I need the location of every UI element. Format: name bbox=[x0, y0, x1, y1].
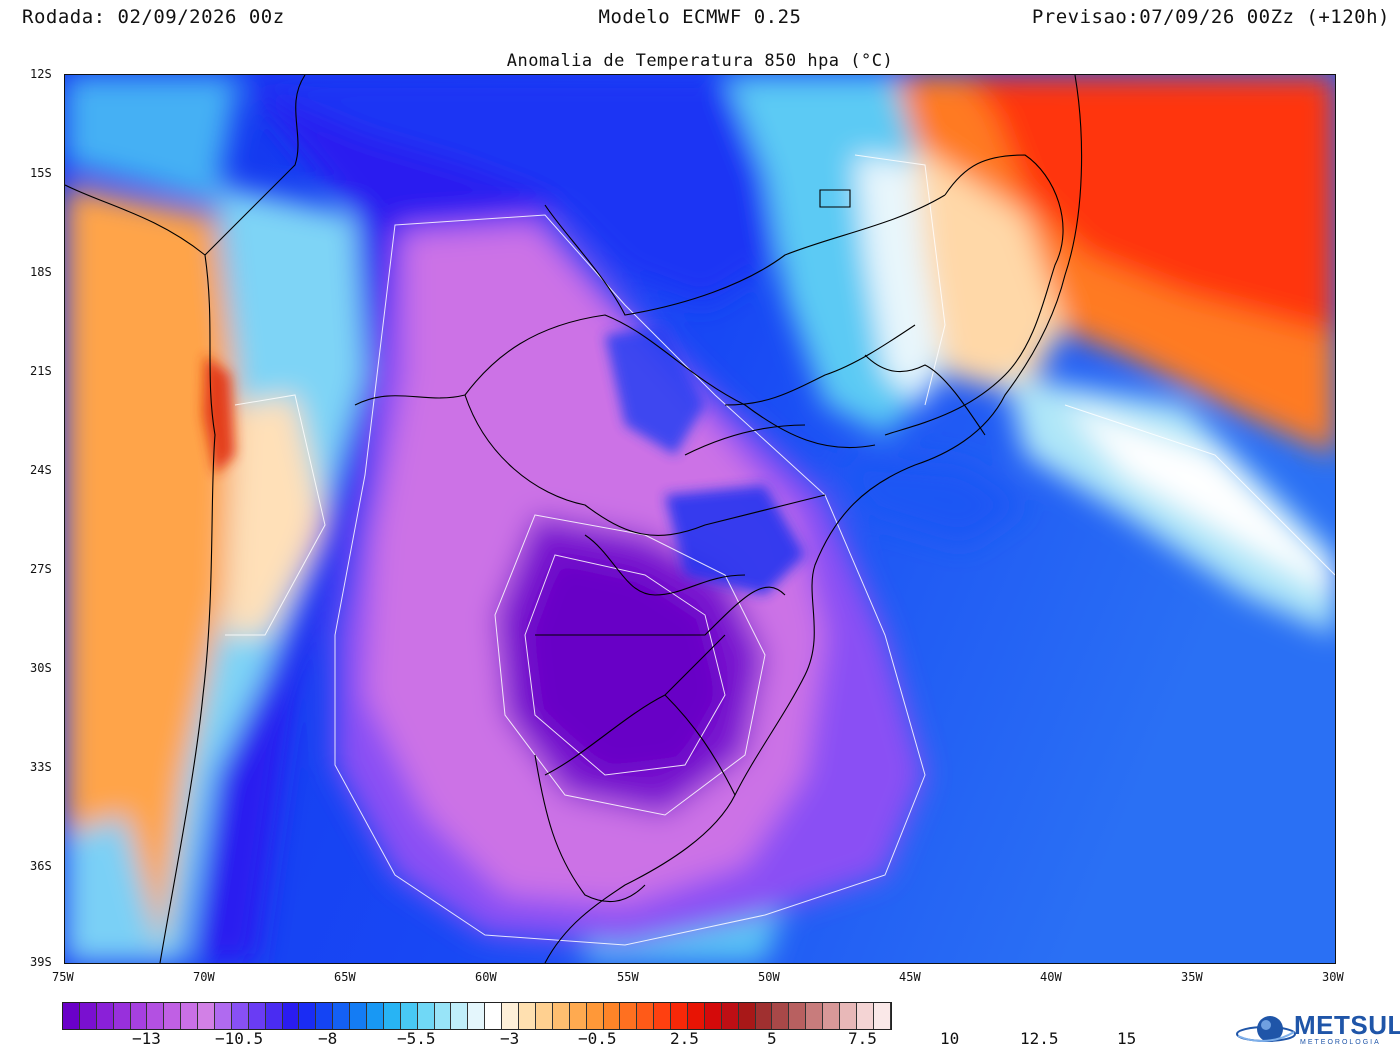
lat-label: 24S bbox=[30, 463, 52, 477]
lat-label: 18S bbox=[30, 265, 52, 279]
lon-label: 45W bbox=[899, 970, 921, 984]
lat-label: 39S bbox=[30, 955, 52, 969]
lat-label: 27S bbox=[30, 562, 52, 576]
colorbar-label: −8 bbox=[318, 1029, 338, 1048]
colorbar-segment bbox=[96, 1003, 114, 1029]
colorbar-label: −3 bbox=[500, 1029, 520, 1048]
colorbar-segment bbox=[215, 1003, 232, 1029]
colorbar-label: −10.5 bbox=[215, 1029, 264, 1048]
colorbar-segment bbox=[687, 1003, 705, 1029]
chart-title: Anomalia de Temperatura 850 hpa (°C) bbox=[506, 51, 894, 71]
colorbar-segment bbox=[417, 1003, 435, 1029]
colorbar-segment bbox=[333, 1003, 351, 1029]
colorbar-segment bbox=[164, 1003, 182, 1029]
contour-lines bbox=[225, 154, 1335, 946]
colorbar-segment bbox=[569, 1003, 587, 1029]
colorbar-segment bbox=[350, 1003, 368, 1029]
colorbar-label: −0.5 bbox=[578, 1029, 617, 1048]
colorbar-segment bbox=[383, 1003, 401, 1029]
colorbar-segment bbox=[806, 1003, 824, 1029]
colorbar-segment bbox=[839, 1003, 857, 1029]
colorbar-segment bbox=[198, 1003, 216, 1029]
colorbar-segment bbox=[721, 1003, 739, 1029]
lon-label: 35W bbox=[1181, 970, 1203, 984]
colorbar-label: 12.5 bbox=[1020, 1029, 1059, 1048]
colorbar-segment bbox=[586, 1003, 604, 1029]
colorbar-segment bbox=[789, 1003, 807, 1029]
colorbar-segment bbox=[755, 1003, 773, 1029]
colorbar-segment bbox=[63, 1003, 80, 1029]
colorbar-label: −5.5 bbox=[397, 1029, 436, 1048]
colorbar-segment bbox=[552, 1003, 570, 1029]
colorbar-segment bbox=[772, 1003, 790, 1029]
colorbar-segment bbox=[738, 1003, 756, 1029]
lon-label: 30W bbox=[1322, 970, 1344, 984]
coastlines-borders bbox=[65, 75, 1083, 963]
run-date: Rodada: 02/09/2026 00z bbox=[22, 6, 285, 28]
colorbar-segment bbox=[603, 1003, 621, 1029]
lon-label: 75W bbox=[52, 970, 74, 984]
colorbar-segment bbox=[535, 1003, 553, 1029]
colorbar-segment bbox=[265, 1003, 283, 1029]
colorbar-segment bbox=[468, 1003, 486, 1029]
colorbar-segment bbox=[704, 1003, 722, 1029]
lat-label: 36S bbox=[30, 859, 52, 873]
colorbar-segment bbox=[130, 1003, 148, 1029]
colorbar-segment bbox=[400, 1003, 418, 1029]
colorbar-segment bbox=[79, 1003, 97, 1029]
colorbar-segment bbox=[451, 1003, 469, 1029]
lat-label: 30S bbox=[30, 661, 52, 675]
temperature-anomaly-map bbox=[64, 74, 1336, 964]
model-name: Modelo ECMWF 0.25 bbox=[598, 6, 802, 28]
colorbar-segment bbox=[231, 1003, 249, 1029]
north-pacific-cool bbox=[65, 75, 240, 205]
lon-label: 70W bbox=[193, 970, 215, 984]
globe-icon bbox=[1236, 1016, 1296, 1042]
lon-label: 40W bbox=[1040, 970, 1062, 984]
colorbar-label: 5 bbox=[767, 1029, 777, 1048]
lat-label: 15S bbox=[30, 166, 52, 180]
lon-label: 65W bbox=[334, 970, 356, 984]
colorbar-label: 2.5 bbox=[670, 1029, 699, 1048]
colorbar-segment bbox=[367, 1003, 384, 1029]
colorbar-segment bbox=[299, 1003, 317, 1029]
colorbar-segment bbox=[671, 1003, 688, 1029]
lat-label: 12S bbox=[30, 67, 52, 81]
logo-subtext: METEOROLOGIA bbox=[1300, 1039, 1381, 1046]
logo-text: METSUL bbox=[1294, 1010, 1400, 1040]
lon-label: 60W bbox=[475, 970, 497, 984]
colorbar-segment bbox=[282, 1003, 300, 1029]
colorbar-label: −13 bbox=[132, 1029, 161, 1048]
colorbar-segment bbox=[147, 1003, 165, 1029]
lon-label: 55W bbox=[617, 970, 639, 984]
lat-label: 21S bbox=[30, 364, 52, 378]
lon-label: 50W bbox=[758, 970, 780, 984]
colorbar-label: 15 bbox=[1117, 1029, 1137, 1048]
colorbar-segment bbox=[316, 1003, 334, 1029]
colorbar-segment bbox=[485, 1003, 503, 1029]
colorbar-segment bbox=[823, 1003, 840, 1029]
colorbar-label: 10 bbox=[940, 1029, 960, 1048]
colorbar-segment bbox=[873, 1003, 891, 1029]
metsul-logo: METSUL METEOROLOGIA bbox=[1236, 1008, 1400, 1052]
colorbar-segment bbox=[856, 1003, 874, 1029]
colorbar-label: 7.5 bbox=[848, 1029, 877, 1048]
colorbar-segment bbox=[248, 1003, 266, 1029]
colorbar bbox=[62, 1002, 892, 1030]
colorbar-segment bbox=[434, 1003, 452, 1029]
forecast-time: Previsao:07/09/26 00Zz (+120h) bbox=[1031, 6, 1390, 28]
colorbar-segment bbox=[181, 1003, 199, 1029]
colorbar-segment bbox=[113, 1003, 131, 1029]
colorbar-segment bbox=[637, 1003, 655, 1029]
lat-label: 33S bbox=[30, 760, 52, 774]
colorbar-segment bbox=[620, 1003, 638, 1029]
colorbar-segment bbox=[519, 1003, 536, 1029]
colorbar-segment bbox=[654, 1003, 672, 1029]
colorbar-segment bbox=[502, 1003, 520, 1029]
pacific-warm-band bbox=[65, 185, 235, 963]
